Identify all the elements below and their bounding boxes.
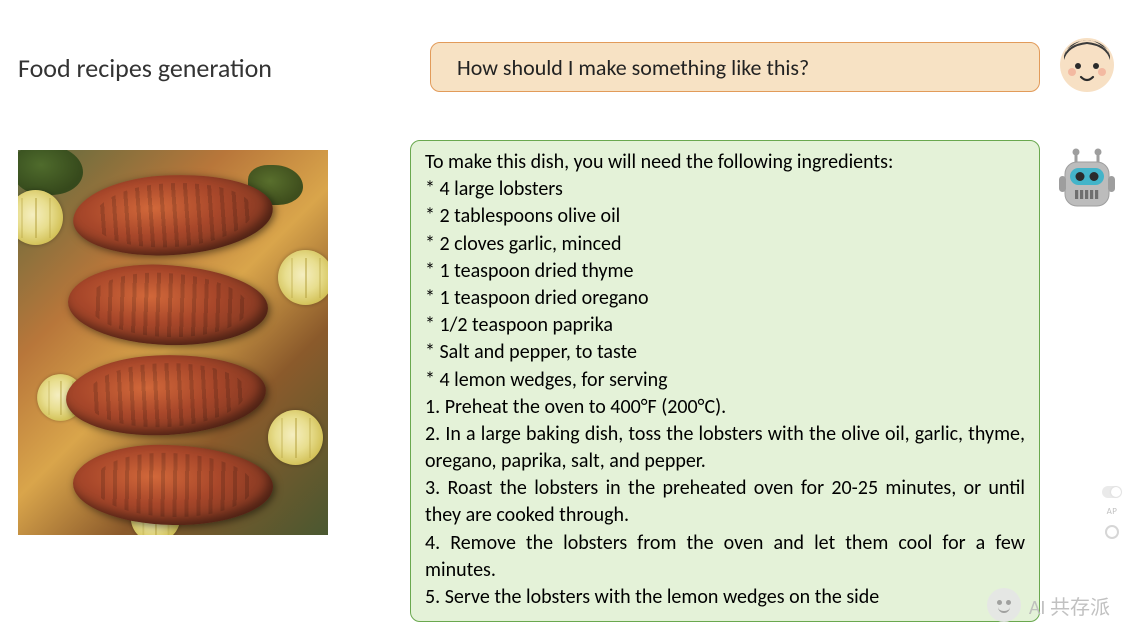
food-image bbox=[18, 150, 328, 535]
user-avatar bbox=[1058, 36, 1116, 94]
user-message-bubble: How should I make something like this? bbox=[430, 42, 1040, 92]
assistant-response-bubble: To make this dish, you will need the fol… bbox=[410, 140, 1040, 622]
settings-icon[interactable] bbox=[1105, 525, 1119, 539]
assistant-lead: To make this dish, you will need the fol… bbox=[425, 149, 1025, 176]
user-message-text: How should I make something like this? bbox=[457, 54, 809, 81]
step-line: 3. Roast the lobsters in the preheated o… bbox=[425, 475, 1025, 529]
step-line: 5. Serve the lobsters with the lemon wed… bbox=[425, 584, 1025, 611]
step-line: 1. Preheat the oven to 400°F (200°C). bbox=[425, 394, 1025, 421]
wechat-icon bbox=[987, 588, 1021, 622]
user-avatar-icon bbox=[1058, 36, 1116, 94]
watermark: AI 共存派 bbox=[987, 588, 1110, 622]
ingredient-line: * 2 tablespoons olive oil bbox=[425, 203, 1025, 230]
step-line: 2. In a large baking dish, toss the lobs… bbox=[425, 421, 1025, 475]
page-root: Food recipes generation How should I mak… bbox=[0, 0, 1128, 636]
watermark-text: AI 共存派 bbox=[1029, 591, 1110, 620]
bot-avatar-icon bbox=[1058, 148, 1116, 214]
page-title: Food recipes generation bbox=[18, 52, 272, 84]
side-widgets: AP bbox=[1102, 486, 1122, 539]
side-toggle[interactable] bbox=[1102, 486, 1122, 498]
ingredient-line: * Salt and pepper, to taste bbox=[425, 339, 1025, 366]
side-ap-label: AP bbox=[1107, 506, 1118, 517]
step-line: 4. Remove the lobsters from the oven and… bbox=[425, 530, 1025, 584]
bot-avatar bbox=[1058, 148, 1116, 214]
ingredient-line: * 1 teaspoon dried thyme bbox=[425, 258, 1025, 285]
ingredient-line: * 4 large lobsters bbox=[425, 176, 1025, 203]
ingredient-line: * 1/2 teaspoon paprika bbox=[425, 312, 1025, 339]
ingredient-line: * 4 lemon wedges, for serving bbox=[425, 367, 1025, 394]
ingredient-line: * 2 cloves garlic, minced bbox=[425, 231, 1025, 258]
ingredient-line: * 1 teaspoon dried oregano bbox=[425, 285, 1025, 312]
